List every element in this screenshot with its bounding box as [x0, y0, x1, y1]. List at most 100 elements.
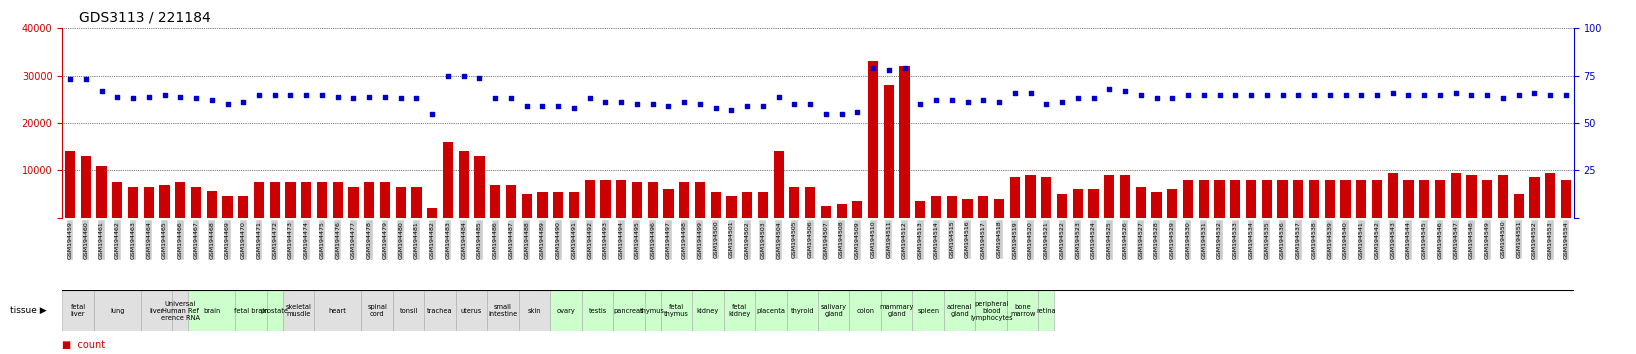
Bar	[1325, 180, 1335, 218]
Text: GSM194510: GSM194510	[870, 221, 875, 258]
Point	[1396, 92, 1422, 97]
Text: GSM194548: GSM194548	[1469, 221, 1474, 259]
Bar	[852, 201, 862, 218]
Text: prostate: prostate	[260, 308, 288, 314]
Text: fetal
thymus: fetal thymus	[664, 304, 689, 317]
Text: GSM194488: GSM194488	[524, 221, 528, 259]
Point	[718, 107, 744, 113]
Text: GSM194481: GSM194481	[414, 221, 419, 259]
Point	[450, 73, 476, 79]
Point	[119, 96, 146, 101]
Point	[262, 92, 288, 97]
Bar	[931, 196, 941, 218]
Point	[1222, 92, 1248, 97]
Bar	[267, 290, 283, 331]
Text: brain: brain	[203, 308, 221, 314]
Bar	[172, 290, 188, 331]
Bar	[726, 196, 736, 218]
Bar	[317, 182, 327, 218]
Point	[404, 96, 430, 101]
Text: GSM194475: GSM194475	[319, 221, 324, 259]
Text: peripheral
blood
lymphocytes: peripheral blood lymphocytes	[970, 301, 1013, 321]
Point	[1553, 92, 1579, 97]
Text: GSM194523: GSM194523	[1075, 221, 1080, 259]
Text: GSM194477: GSM194477	[352, 221, 357, 259]
Bar	[756, 290, 787, 331]
Bar	[869, 62, 879, 218]
Bar	[1073, 189, 1083, 218]
Bar	[550, 290, 582, 331]
Text: GSM194503: GSM194503	[761, 221, 766, 259]
Bar	[1009, 177, 1019, 218]
Bar	[519, 290, 550, 331]
Bar	[947, 196, 957, 218]
Bar	[1309, 180, 1319, 218]
Text: GSM194549: GSM194549	[1485, 221, 1490, 259]
Point	[1206, 92, 1232, 97]
Text: GSM194532: GSM194532	[1217, 221, 1222, 259]
Bar	[283, 290, 314, 331]
Point	[609, 99, 635, 105]
Point	[782, 101, 808, 107]
Point	[970, 97, 996, 103]
Text: GSM194539: GSM194539	[1327, 221, 1332, 259]
Bar	[393, 290, 424, 331]
Bar	[424, 290, 456, 331]
Bar	[1199, 180, 1209, 218]
Point	[388, 96, 414, 101]
Point	[861, 65, 887, 71]
Text: GSM194514: GSM194514	[934, 221, 939, 259]
Point	[954, 99, 980, 105]
Bar	[62, 290, 93, 331]
Point	[214, 101, 240, 107]
Text: GSM194542: GSM194542	[1374, 221, 1379, 259]
Bar	[1104, 175, 1114, 218]
Point	[623, 101, 649, 107]
Bar	[614, 290, 645, 331]
Bar	[1247, 180, 1256, 218]
Bar	[661, 290, 692, 331]
Bar	[1006, 290, 1039, 331]
Text: GSM194504: GSM194504	[775, 221, 780, 259]
Point	[293, 92, 319, 97]
Text: GSM194533: GSM194533	[1234, 221, 1238, 259]
Point	[1049, 99, 1075, 105]
Bar	[491, 184, 501, 218]
Bar	[1026, 175, 1036, 218]
Bar	[1418, 180, 1430, 218]
Bar	[679, 182, 689, 218]
Text: GSM194480: GSM194480	[398, 221, 402, 259]
Bar	[692, 290, 723, 331]
Text: kidney: kidney	[697, 308, 718, 314]
Text: retina: retina	[1037, 308, 1057, 314]
Text: mammary
gland: mammary gland	[880, 304, 915, 317]
Point	[1412, 92, 1438, 97]
Point	[1253, 92, 1279, 97]
Point	[561, 105, 587, 111]
Bar	[128, 187, 137, 218]
Text: heart: heart	[329, 308, 347, 314]
Point	[576, 96, 602, 101]
Point	[735, 103, 761, 109]
Text: GSM194470: GSM194470	[240, 221, 245, 259]
Point	[497, 96, 524, 101]
Bar	[236, 290, 267, 331]
Text: GSM194472: GSM194472	[272, 221, 276, 259]
Text: GSM194524: GSM194524	[1091, 221, 1096, 259]
Point	[1191, 92, 1217, 97]
Bar	[553, 192, 563, 218]
Point	[483, 96, 509, 101]
Text: GSM194489: GSM194489	[540, 221, 545, 259]
Bar	[975, 290, 1006, 331]
Bar	[774, 152, 784, 218]
Text: GSM194499: GSM194499	[697, 221, 702, 259]
Bar	[743, 192, 753, 218]
Point	[1112, 88, 1139, 94]
Text: GSM194517: GSM194517	[982, 221, 987, 259]
Bar	[978, 196, 988, 218]
Point	[1018, 90, 1044, 96]
Text: small
intestine: small intestine	[489, 304, 517, 317]
Text: GSM194476: GSM194476	[335, 221, 340, 259]
Point	[1317, 92, 1343, 97]
Bar	[569, 192, 579, 218]
